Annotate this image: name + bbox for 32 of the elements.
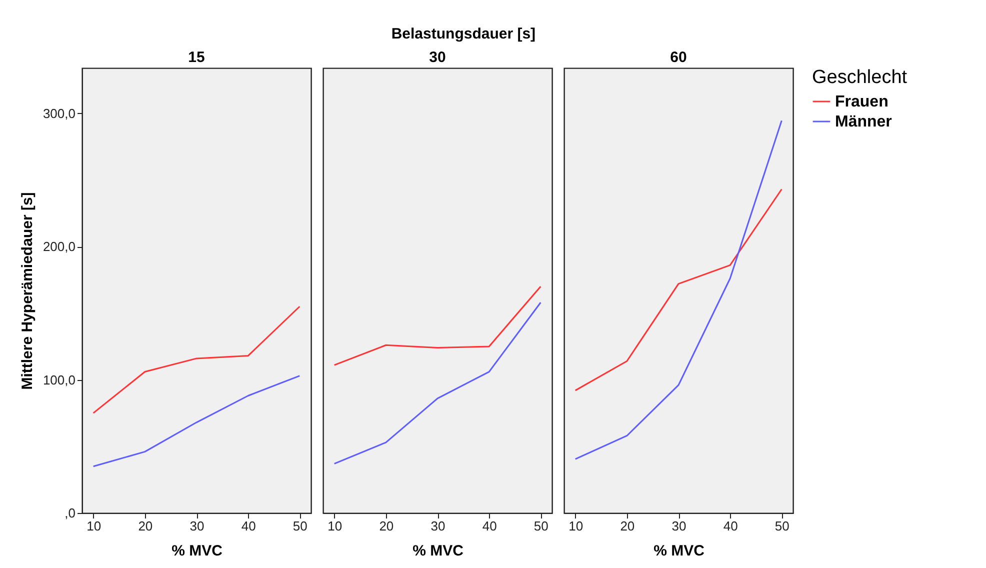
x-tick-label: 20 xyxy=(138,518,153,534)
x-tick-label: 20 xyxy=(620,518,635,534)
chart-title: 30 xyxy=(429,49,446,66)
x-tick-label: 10 xyxy=(568,518,584,534)
x-tick-label: 50 xyxy=(292,518,308,534)
x-tick-label: 50 xyxy=(534,518,548,534)
x-tick-label: 40 xyxy=(241,518,256,534)
x-axis-title: % MVC xyxy=(654,542,705,560)
x-tick-label: 40 xyxy=(723,518,738,534)
x-axis-title: % MVC xyxy=(172,542,223,560)
x-tick-label: 30 xyxy=(430,518,446,534)
legend-title: Geschlecht xyxy=(812,67,908,88)
text: Belastungsdauer [s] xyxy=(391,25,536,42)
x-tick-label: 50 xyxy=(774,518,790,534)
x-tick-label: 30 xyxy=(190,518,204,534)
chart-title: 15 xyxy=(188,49,205,66)
y-tick-label: 200,0 xyxy=(42,239,76,254)
x-tick-label: 40 xyxy=(482,518,497,534)
x-axis-title: % MVC xyxy=(412,542,464,560)
chart-title: 60 xyxy=(670,49,687,66)
legend-label: Männer xyxy=(835,114,892,130)
legend-label: Frauen xyxy=(835,94,888,110)
x-tick-label: 20 xyxy=(379,518,394,534)
y-tick-label: ,0 xyxy=(64,506,76,520)
y-tick-label: 300,0 xyxy=(42,106,76,121)
y-tick-label: 100,0 xyxy=(42,372,76,388)
x-tick-label: 10 xyxy=(86,518,102,534)
y-axis-title: Mittlere Hyperämiedauer [s] xyxy=(18,192,36,390)
line-series xyxy=(92,375,300,468)
x-tick-label: 30 xyxy=(672,518,686,534)
line-series xyxy=(92,306,300,414)
x-tick-label: 10 xyxy=(328,518,342,534)
